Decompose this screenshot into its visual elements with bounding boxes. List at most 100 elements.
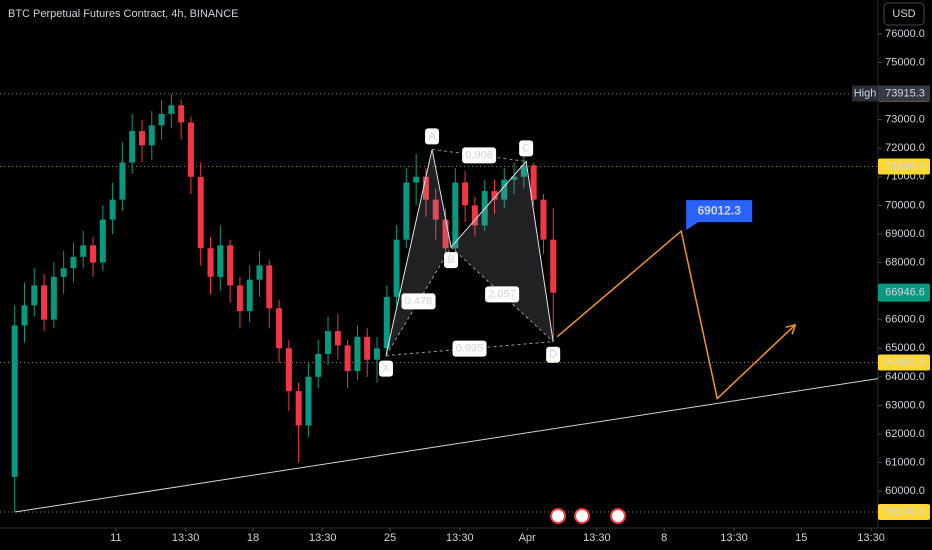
candle-body xyxy=(148,125,155,146)
pattern-point-label: D xyxy=(549,349,557,361)
candle-body xyxy=(119,162,126,200)
x-tick-label: 11 xyxy=(110,532,121,544)
target-label: 69012.3 xyxy=(697,203,741,217)
x-tick-label: 18 xyxy=(247,532,259,544)
candle-body xyxy=(511,176,518,180)
pattern-ratio-line xyxy=(432,148,527,162)
high-tag-box xyxy=(852,85,878,102)
candle-body xyxy=(236,285,243,312)
candle-body xyxy=(471,205,478,226)
ratio-box xyxy=(452,340,487,357)
price-level-tag xyxy=(878,354,930,371)
x-tick-label: 15 xyxy=(795,532,807,544)
pattern-point-box xyxy=(546,346,561,363)
candle-body xyxy=(90,245,97,263)
currency-button[interactable] xyxy=(883,2,925,26)
candle-body xyxy=(246,279,253,312)
pattern-point-box xyxy=(378,360,393,377)
pattern-point-box xyxy=(425,128,440,145)
candle-body xyxy=(266,265,273,309)
candle-body xyxy=(178,105,185,123)
current-price-label: 66946.6 xyxy=(885,287,925,299)
event-flag[interactable] xyxy=(574,508,590,524)
candle-body xyxy=(285,348,292,392)
candle-body xyxy=(413,176,420,183)
pattern-point-box xyxy=(519,140,534,157)
candle-body xyxy=(540,199,547,240)
event-flag[interactable] xyxy=(550,508,566,524)
candle-body xyxy=(168,105,175,114)
y-tick-label: 72000.0 xyxy=(885,142,925,154)
candle-body xyxy=(305,376,312,426)
currency-label[interactable]: USD xyxy=(892,8,915,20)
projection-arrowhead xyxy=(785,323,797,335)
price-level-tag xyxy=(878,158,930,175)
y-tick-label: 69000.0 xyxy=(885,228,925,240)
x-tick-label: 13:30 xyxy=(583,532,611,544)
high-value-box xyxy=(878,85,930,102)
trendline xyxy=(14,378,879,513)
candle-body xyxy=(325,331,332,354)
pattern-point-label: B xyxy=(447,254,454,266)
x-tick-label: 13:30 xyxy=(857,532,885,544)
high-tag-text: High xyxy=(854,87,877,99)
candle-body xyxy=(50,276,57,320)
candle-body xyxy=(41,285,48,320)
current-price-box xyxy=(878,283,930,302)
pattern-ratio-line xyxy=(450,246,554,343)
pattern-point-box xyxy=(444,252,459,269)
pattern-point-label: C xyxy=(522,142,530,154)
candle-body xyxy=(256,265,263,280)
ratio-label: 0.478 xyxy=(405,295,433,307)
candle-body xyxy=(31,285,38,306)
x-tick-label: 8 xyxy=(661,532,667,544)
y-tick-label: 66000.0 xyxy=(885,314,925,326)
pattern-point-label: X xyxy=(382,363,390,375)
y-tick-label: 60000.0 xyxy=(885,485,925,497)
candle-body xyxy=(520,165,527,177)
candle-body xyxy=(422,176,429,200)
price-level-label: 71360.4 xyxy=(885,160,925,172)
candle-body xyxy=(501,179,508,200)
candle-body xyxy=(197,176,204,249)
candle-body xyxy=(462,182,469,206)
y-tick-label: 70000.0 xyxy=(885,199,925,211)
target-box xyxy=(686,200,753,231)
candle-body xyxy=(80,245,87,257)
candle-body xyxy=(99,219,106,263)
price-level-label: 64501.8 xyxy=(885,356,925,368)
candle-body xyxy=(70,256,77,269)
candle-body xyxy=(11,325,18,477)
x-tick-label: Apr xyxy=(519,532,536,544)
y-tick-label: 62000.0 xyxy=(885,428,925,440)
y-tick-label: 61000.0 xyxy=(885,457,925,469)
ratio-box xyxy=(401,293,436,310)
x-tick-label: 13:30 xyxy=(446,532,474,544)
candle-body xyxy=(373,348,380,360)
candle-body xyxy=(276,308,283,349)
candle-body xyxy=(550,239,557,293)
candle-body xyxy=(344,345,351,372)
x-tick-label: 25 xyxy=(384,532,396,544)
candle-body xyxy=(60,268,67,277)
candle-body xyxy=(21,305,28,326)
candle-body xyxy=(295,391,302,426)
event-flags xyxy=(550,508,626,524)
event-flag[interactable] xyxy=(610,508,626,524)
candle-body xyxy=(207,248,214,277)
ratio-label: 0.935 xyxy=(456,343,484,355)
candle-body xyxy=(227,245,234,286)
price-level-tag xyxy=(878,504,930,521)
candle-body xyxy=(138,131,145,146)
candle-body xyxy=(334,331,341,346)
x-tick-label: 13:30 xyxy=(309,532,337,544)
ratio-box xyxy=(462,147,497,164)
ratio-box xyxy=(485,286,520,303)
y-tick-label: 64000.0 xyxy=(885,371,925,383)
candle-body xyxy=(393,239,400,297)
candle-body xyxy=(109,199,116,220)
candle-body xyxy=(315,353,322,377)
pattern-ratio-line xyxy=(385,341,554,357)
